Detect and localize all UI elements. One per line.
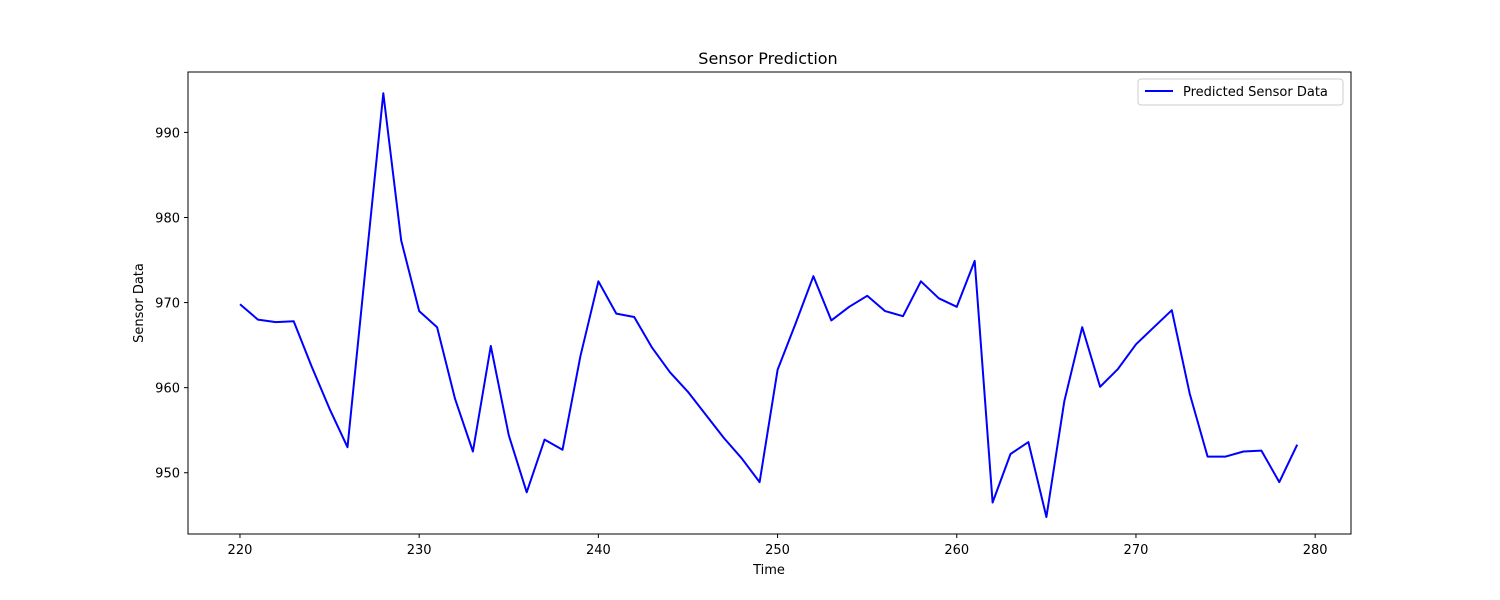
y-tick-label: 990 xyxy=(155,126,180,141)
series-layer xyxy=(239,92,1299,518)
x-tick-label: 230 xyxy=(407,543,432,558)
y-tick-label: 950 xyxy=(155,467,180,482)
x-axis-label: Time xyxy=(752,563,785,578)
legend: Predicted Sensor Data xyxy=(1137,78,1344,106)
chart-title: Sensor Prediction xyxy=(698,49,837,68)
x-tick-label: 220 xyxy=(228,543,253,558)
plot-area xyxy=(187,71,1352,535)
legend-box xyxy=(1137,78,1344,106)
legend-label: Predicted Sensor Data xyxy=(1183,85,1328,100)
y-axis-label: Sensor Data xyxy=(132,263,147,343)
x-tick-label: 250 xyxy=(765,543,790,558)
y-tick-label: 980 xyxy=(155,211,180,226)
x-tick-label: 260 xyxy=(944,543,969,558)
y-axis: 950 960 970 980 990 xyxy=(155,126,188,482)
x-axis: 220 230 240 250 260 270 280 xyxy=(228,534,1328,558)
x-tick-label: 270 xyxy=(1124,543,1149,558)
y-tick-label: 970 xyxy=(155,297,180,312)
y-tick-label: 960 xyxy=(155,382,180,397)
x-tick-label: 280 xyxy=(1303,543,1328,558)
series-line xyxy=(239,92,1299,518)
x-tick-label: 240 xyxy=(586,543,611,558)
